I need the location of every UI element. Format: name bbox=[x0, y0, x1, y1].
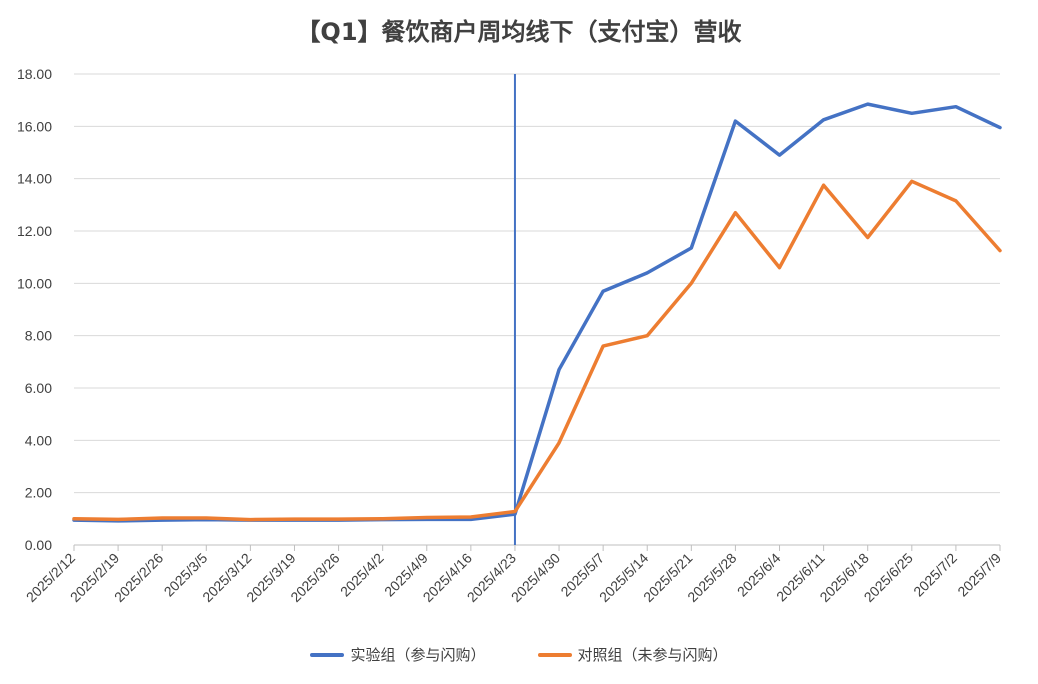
legend-item-experimental[interactable]: 实验组（参与闪购） bbox=[310, 644, 486, 665]
y-tick-label: 18.00 bbox=[17, 66, 52, 82]
y-tick-label: 14.00 bbox=[17, 171, 52, 187]
y-tick-label: 4.00 bbox=[25, 432, 52, 448]
x-tick-label: 2025/6/25 bbox=[861, 550, 917, 606]
x-tick-label: 2025/7/2 bbox=[910, 550, 960, 600]
legend-swatch-control bbox=[537, 652, 572, 657]
y-tick-label: 2.00 bbox=[25, 485, 52, 501]
y-tick-label: 6.00 bbox=[25, 380, 52, 396]
y-tick-label: 10.00 bbox=[17, 275, 52, 291]
series-line-1 bbox=[72, 179, 1002, 522]
x-tick-label: 2025/4/30 bbox=[508, 550, 564, 606]
x-tick-label: 2025/5/28 bbox=[684, 550, 740, 606]
y-tick-label: 16.00 bbox=[17, 118, 52, 134]
x-tick-label: 2025/3/26 bbox=[287, 550, 343, 606]
series-line-0 bbox=[72, 102, 1002, 523]
legend-item-control[interactable]: 对照组（未参与闪购） bbox=[537, 644, 728, 665]
y-tick-label: 12.00 bbox=[17, 223, 52, 239]
legend-label-experimental: 实验组（参与闪购） bbox=[350, 646, 486, 664]
legend-label-control: 对照组（未参与闪购） bbox=[577, 646, 728, 664]
chart-title: 【Q1】餐饮商户周均线下（支付宝）营收 bbox=[296, 18, 742, 46]
legend: 实验组（参与闪购） 对照组（未参与闪购） bbox=[0, 644, 1038, 665]
y-tick-label: 8.00 bbox=[25, 328, 52, 344]
y-tick-label: 0.00 bbox=[25, 537, 52, 553]
legend-swatch-experimental bbox=[310, 652, 345, 657]
x-tick-label: 2025/4/2 bbox=[337, 550, 387, 600]
x-tick-label: 2025/7/9 bbox=[954, 550, 1004, 600]
x-tick-label: 2025/2/26 bbox=[111, 550, 167, 606]
